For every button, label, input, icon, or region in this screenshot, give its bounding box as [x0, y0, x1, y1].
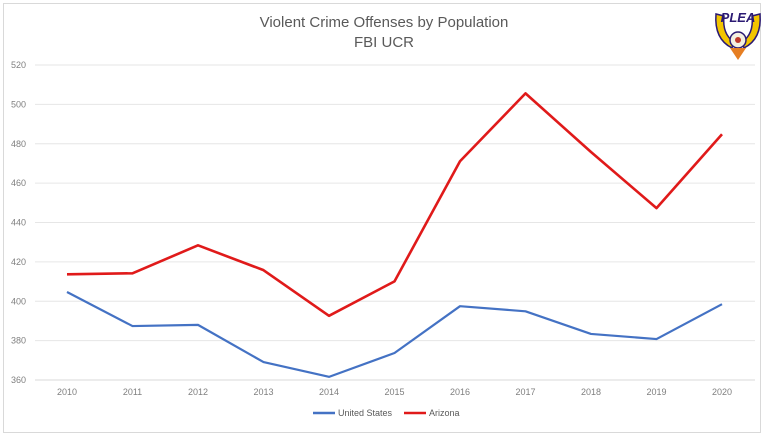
x-tick-label: 2013 [253, 387, 273, 397]
x-tick-label: 2017 [515, 387, 535, 397]
y-tick-label: 520 [11, 60, 26, 70]
x-tick-label: 2012 [188, 387, 208, 397]
y-tick-label: 380 [11, 336, 26, 346]
y-tick-label: 460 [11, 178, 26, 188]
legend-label: Arizona [429, 408, 460, 418]
plea-logo: PLEA [715, 10, 761, 60]
x-tick-label: 2014 [319, 387, 339, 397]
y-tick-label: 440 [11, 218, 26, 228]
y-tick-label: 500 [11, 99, 26, 109]
series-line-united-states [66, 291, 723, 378]
y-tick-label: 360 [11, 375, 26, 385]
y-tick-label: 400 [11, 296, 26, 306]
x-tick-label: 2010 [57, 387, 77, 397]
chart-frame [3, 3, 761, 433]
legend-label: United States [338, 408, 393, 418]
x-tick-label: 2011 [123, 387, 142, 397]
chart-title: Violent Crime Offenses by Population [259, 14, 509, 31]
x-tick-label: 2016 [450, 387, 470, 397]
x-tick-label: 2015 [384, 387, 404, 397]
series-line-arizona [66, 92, 723, 318]
x-tick-label: 2020 [712, 387, 732, 397]
x-tick-label: 2018 [581, 387, 601, 397]
y-tick-label: 480 [11, 139, 26, 149]
chart-subtitle: FBI UCR [354, 34, 414, 51]
svg-text:PLEA: PLEA [721, 10, 756, 25]
x-tick-label: 2019 [646, 387, 666, 397]
y-tick-label: 420 [11, 257, 26, 267]
